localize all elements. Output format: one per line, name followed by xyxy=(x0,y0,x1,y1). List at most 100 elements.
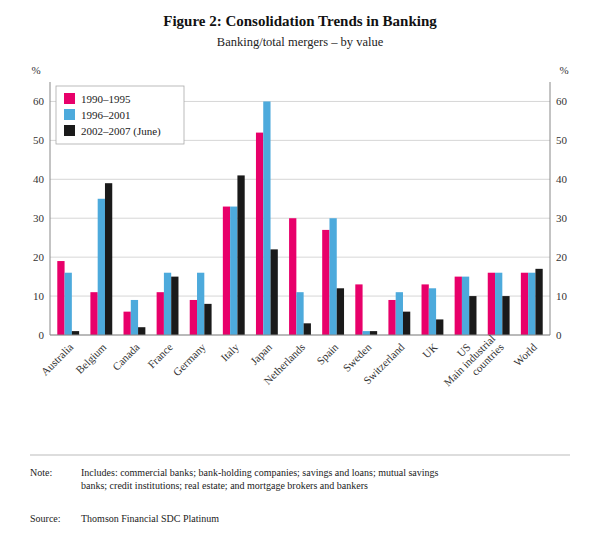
bar xyxy=(370,331,377,335)
bar xyxy=(256,133,263,335)
x-tick-label: Germany xyxy=(170,340,208,378)
y2-tick-label: 30 xyxy=(556,212,568,224)
x-tick: Main industrialcountries xyxy=(441,332,506,397)
y2-tick-label: 50 xyxy=(556,134,568,146)
bar xyxy=(223,207,230,335)
source-label: Source: xyxy=(30,513,61,524)
bar xyxy=(488,273,495,335)
bar xyxy=(204,304,211,335)
chart: Figure 2: Consolidation Trends in Bankin… xyxy=(0,0,600,552)
x-tick: Spain xyxy=(314,340,341,367)
bar xyxy=(304,323,311,335)
bar xyxy=(65,273,72,335)
x-tick-label: Australia xyxy=(38,341,75,378)
y-tick-label: 60 xyxy=(33,95,45,107)
x-tick-label: Netherlands xyxy=(261,341,307,387)
bar xyxy=(396,292,403,335)
bar xyxy=(164,273,171,335)
x-tick-label: Switzerland xyxy=(361,340,407,386)
x-tick-label: Canada xyxy=(110,341,142,373)
bar xyxy=(535,269,542,335)
bar xyxy=(495,273,502,335)
y2-tick-label: 60 xyxy=(556,95,568,107)
legend-swatch xyxy=(64,125,75,136)
bar xyxy=(469,296,476,335)
x-tick: World xyxy=(511,340,539,368)
legend-swatch xyxy=(64,93,75,104)
bar xyxy=(237,175,244,335)
bar xyxy=(197,273,204,335)
bar xyxy=(124,312,131,335)
bar xyxy=(355,284,362,335)
bar xyxy=(98,199,105,335)
y-tick-label: 40 xyxy=(33,173,45,185)
bar xyxy=(429,288,436,335)
x-tick-label: Belgium xyxy=(73,340,109,376)
grid-line xyxy=(50,179,550,180)
separator xyxy=(30,455,570,456)
grid-line xyxy=(50,257,550,258)
y-tick-label: 30 xyxy=(33,212,45,224)
background xyxy=(0,0,600,552)
y2-axis-label: % xyxy=(559,64,568,76)
legend-label: 1990–1995 xyxy=(81,93,131,105)
legend-swatch xyxy=(64,109,75,120)
bar xyxy=(403,312,410,335)
legend-frame xyxy=(56,86,184,144)
y-axis-line xyxy=(50,82,51,335)
bar xyxy=(57,261,64,335)
note-text: Includes: commercial banks; bank-holding… xyxy=(81,467,439,491)
bar xyxy=(72,331,79,335)
bar xyxy=(329,218,336,335)
bar xyxy=(502,296,509,335)
x-tick-label: World xyxy=(511,340,539,368)
y-tick-label: 10 xyxy=(33,290,45,302)
grid-line xyxy=(50,218,550,219)
bar xyxy=(157,292,164,335)
bar xyxy=(436,319,443,335)
legend-label: 1996–2001 xyxy=(81,109,131,121)
bar xyxy=(363,331,370,335)
legend: 1990–19951996–20012002–2007 (June) xyxy=(56,86,184,144)
y2-tick-label: 0 xyxy=(556,329,562,341)
bar xyxy=(230,207,237,335)
x-tick: Germany xyxy=(170,340,208,378)
x-tick: Canada xyxy=(110,341,142,373)
bar xyxy=(521,273,528,335)
title: Figure 2: Consolidation Trends in Bankin… xyxy=(163,13,437,29)
bar xyxy=(271,249,278,335)
bar xyxy=(528,273,535,335)
bar xyxy=(422,284,429,335)
y-tick-label: 50 xyxy=(33,134,45,146)
bar xyxy=(138,327,145,335)
x-tick: Australia xyxy=(38,341,75,378)
x-tick-label: UK xyxy=(420,341,440,361)
y-tick-label: 0 xyxy=(39,329,45,341)
x-tick: Netherlands xyxy=(261,341,307,387)
grid-line xyxy=(50,335,550,336)
x-tick: Switzerland xyxy=(361,340,407,386)
y-axis-label: % xyxy=(31,64,40,76)
bar xyxy=(131,300,138,335)
bar xyxy=(296,292,303,335)
y2-tick-label: 20 xyxy=(556,251,568,263)
grid xyxy=(50,101,550,335)
x-tick-label: Main industrialcountries xyxy=(441,332,506,397)
x-tick-label: Japan xyxy=(248,340,275,367)
bar xyxy=(337,288,344,335)
source-text: Thomson Financial SDC Platinum xyxy=(81,513,219,524)
bar xyxy=(105,183,112,335)
y-tick-label: 20 xyxy=(33,251,45,263)
x-tick: France xyxy=(145,341,175,371)
bar xyxy=(190,300,197,335)
bar xyxy=(263,101,270,335)
y2-axis-line xyxy=(550,82,551,335)
subtitle: Banking/total mergers – by value xyxy=(217,35,384,49)
bar xyxy=(322,230,329,335)
x-tick-label: Spain xyxy=(314,340,341,367)
bar xyxy=(462,277,469,335)
x-tick: UK xyxy=(420,341,440,361)
bars xyxy=(57,101,542,335)
bar xyxy=(289,218,296,335)
x-axis-line xyxy=(50,335,550,336)
